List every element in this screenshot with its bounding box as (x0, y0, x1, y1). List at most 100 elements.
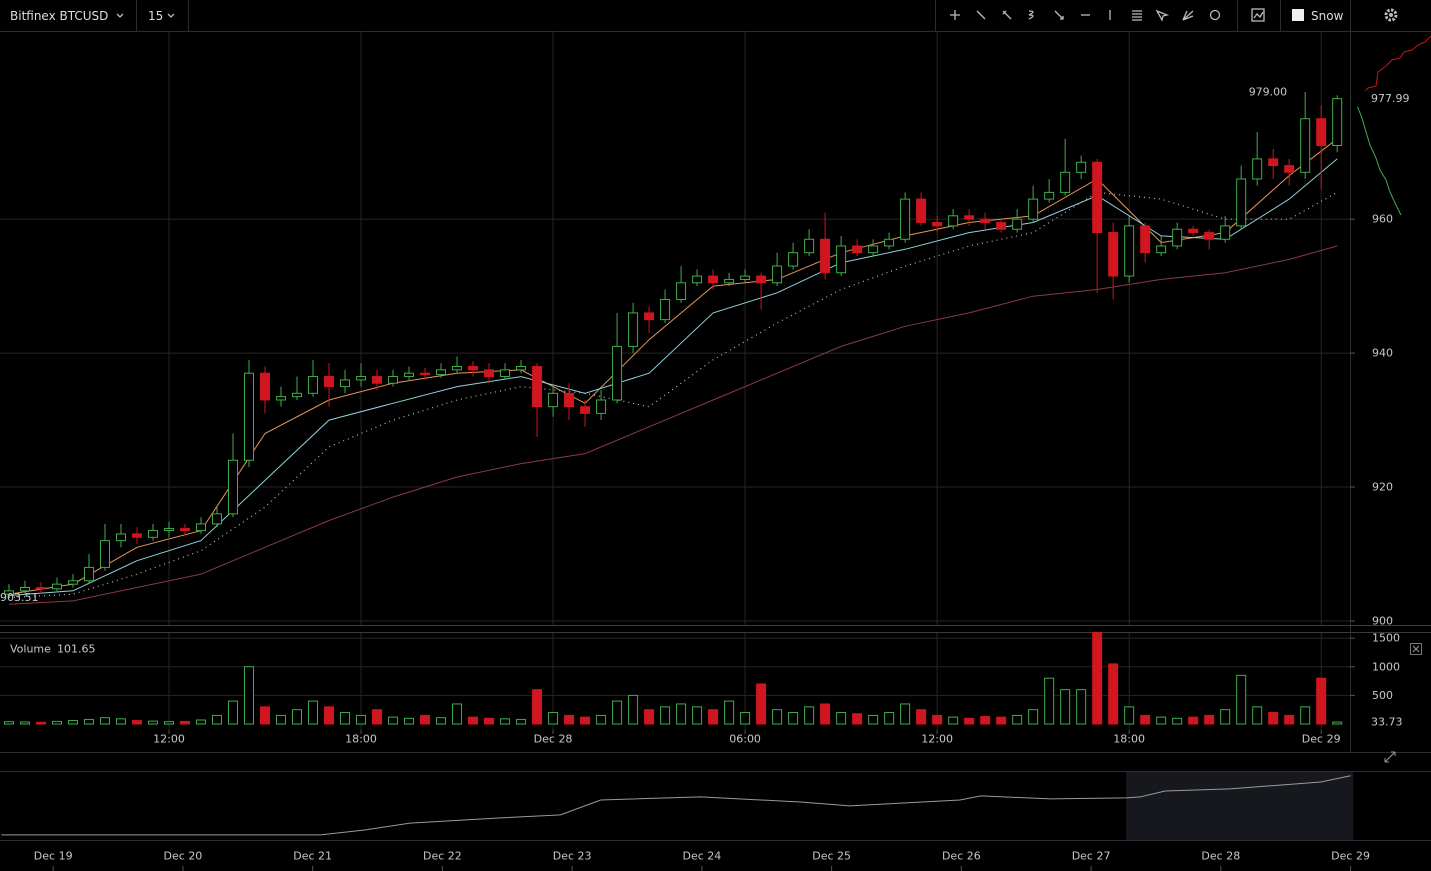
x-tick-label: 18:00 (345, 733, 377, 746)
volume-bar (276, 714, 287, 725)
candle-body (99, 540, 110, 568)
candle-body (1140, 225, 1151, 254)
candle-body (404, 372, 415, 378)
interval-selector[interactable]: 15 (148, 9, 163, 23)
candle-body (740, 275, 751, 280)
moving-average (8, 191, 1338, 599)
candle-body (340, 379, 351, 388)
candle-body (756, 275, 767, 284)
navigator-tick-label: Dec 26 (942, 850, 981, 863)
candle-body (468, 366, 479, 371)
volume-bar (83, 718, 94, 725)
volume-bar (948, 716, 959, 725)
volume-bar (900, 703, 911, 725)
volume-bar (964, 717, 975, 725)
candle-body (452, 366, 463, 371)
close-volume-button[interactable] (1410, 643, 1422, 655)
volume-bar (260, 706, 271, 725)
volume-bar (1284, 714, 1295, 725)
volume-bar (163, 721, 174, 725)
volume-bar (67, 720, 78, 725)
candle-body (964, 215, 975, 220)
last-volume-label: 33.73 (1371, 716, 1403, 729)
close-icon (1412, 645, 1420, 653)
arrow-tool[interactable] (1054, 10, 1064, 20)
navigator-tick-label: Dec 28 (1201, 850, 1240, 863)
volume-bar (1012, 714, 1023, 725)
navigator-tick-label: Dec 22 (423, 850, 462, 863)
volume-bar (612, 700, 623, 725)
theme-label[interactable]: Snow (1311, 9, 1344, 23)
candle-body (548, 392, 559, 408)
candle-body (1092, 161, 1103, 234)
volume-bar (324, 706, 335, 725)
candle-body (260, 372, 271, 401)
candle-body (1060, 171, 1071, 193)
candle-body (35, 586, 46, 590)
candle-body (532, 366, 543, 408)
candle-body (580, 406, 591, 414)
navigator-tick-label: Dec 20 (164, 850, 203, 863)
fibonacci-tool[interactable] (1132, 10, 1142, 21)
navigator-tick-label: Dec 19 (34, 850, 73, 863)
trend-line-tool[interactable] (976, 10, 986, 20)
volume-bar (51, 720, 62, 725)
symbol-dropdown-arrow[interactable] (116, 13, 124, 18)
interval-dropdown-arrow[interactable] (167, 13, 175, 18)
volume-bar (1204, 714, 1215, 725)
volume-bar (388, 716, 399, 725)
gann-tool[interactable] (1182, 10, 1194, 21)
volume-bar (804, 706, 815, 725)
candle-body (628, 312, 639, 347)
theme-checkbox[interactable] (1292, 9, 1304, 21)
volume-bar (1092, 631, 1103, 725)
settings-button[interactable] (1384, 8, 1398, 22)
candle-body (1204, 232, 1215, 240)
volume-bar (35, 721, 46, 725)
candle-body (179, 528, 190, 532)
indicators-button[interactable] (1251, 8, 1265, 22)
candle-body (276, 396, 287, 401)
volume-bar (308, 700, 319, 725)
candle-body (484, 369, 495, 378)
volume-bar (852, 713, 863, 725)
y-tick-label: 900 (1372, 614, 1393, 627)
volume-bar (1076, 689, 1087, 725)
candle-body (500, 369, 511, 378)
crosshair-tool[interactable] (950, 10, 960, 20)
candle-body (1252, 158, 1263, 180)
navigator-tick-label: Dec 24 (682, 850, 721, 863)
symbol-selector[interactable]: Bitfinex BTCUSD (10, 9, 108, 23)
pitchfork-tool[interactable] (1028, 10, 1034, 20)
volume-bar (179, 720, 190, 725)
navigator-tick-label: Dec 21 (293, 850, 332, 863)
candle-body (932, 222, 943, 227)
volume-bar (452, 703, 463, 725)
volume-bar (756, 683, 767, 725)
candle-body (644, 312, 655, 321)
depth-bids (1351, 96, 1402, 216)
ellipse-tool[interactable] (1209, 9, 1221, 21)
volume-bar (772, 709, 783, 725)
expand-button[interactable] (1384, 751, 1396, 763)
volume-tick-label: 500 (1372, 689, 1393, 702)
volume-bar (1332, 721, 1343, 725)
ray-tool[interactable] (1002, 10, 1012, 20)
navigator-selection[interactable] (1126, 772, 1354, 840)
fan-tool[interactable] (1155, 9, 1170, 22)
navigator-tick-label: Dec 23 (553, 850, 592, 863)
last-volume-box (1352, 715, 1404, 730)
volume-bar (356, 714, 367, 725)
volume-bar (404, 717, 415, 725)
candle-body (708, 275, 719, 284)
candle-body (372, 376, 383, 384)
volume-bar (1172, 717, 1183, 725)
volume-bar (244, 666, 255, 725)
candle-body (660, 299, 671, 321)
candle-body (1268, 158, 1279, 167)
volume-bar (836, 712, 847, 725)
volume-bar (1156, 716, 1167, 725)
candle-body (3, 590, 14, 595)
volume-bar (1060, 689, 1071, 725)
candle-body (163, 528, 174, 532)
